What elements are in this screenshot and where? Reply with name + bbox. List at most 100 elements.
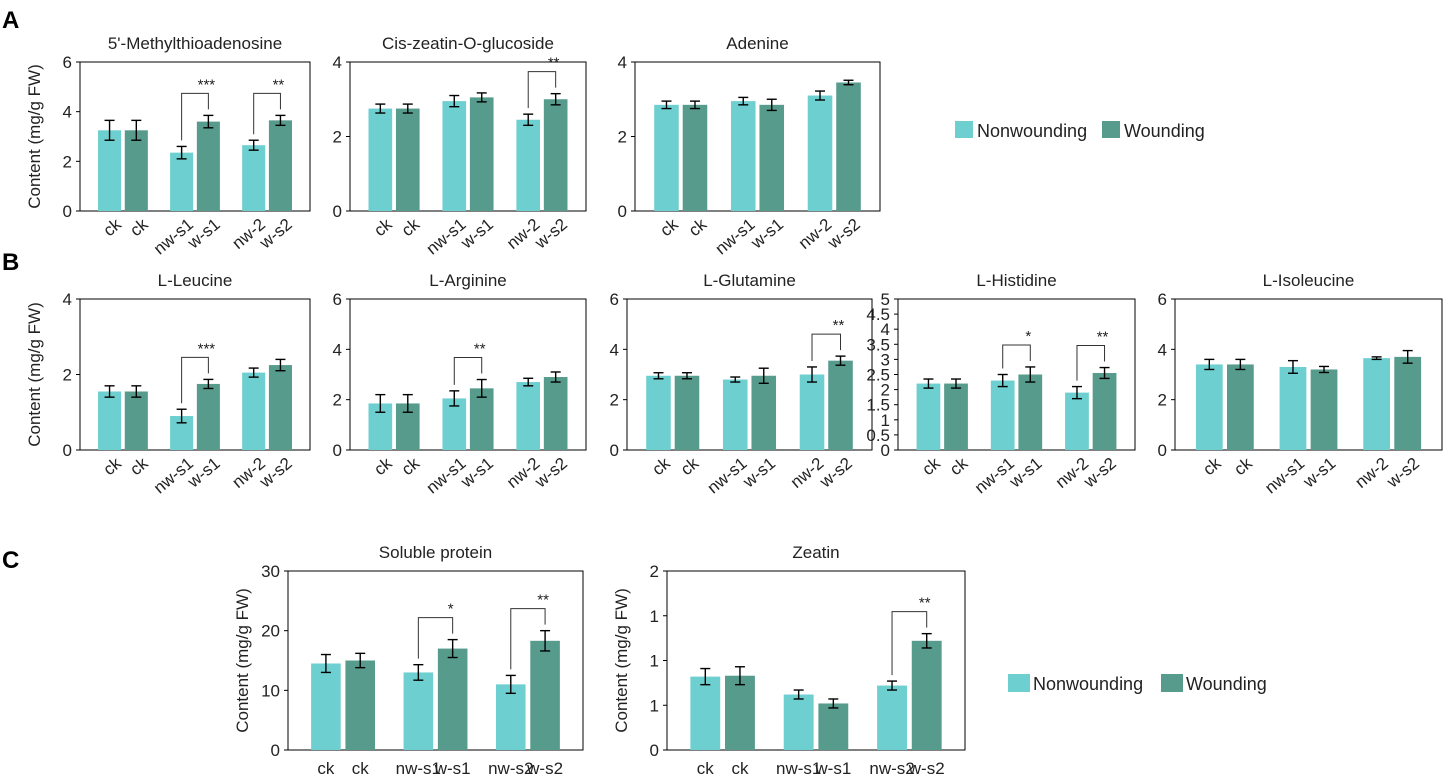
y-tick-label: 0: [610, 441, 619, 460]
x-tick-label: w-s2: [526, 759, 563, 778]
x-tick-label: w-s1: [747, 215, 787, 253]
x-tick-label: w-s1: [434, 759, 471, 778]
x-tick-label: ck: [100, 453, 126, 479]
x-tick-label: ck: [731, 759, 749, 778]
x-tick-label: ck: [126, 453, 152, 479]
significance-bracket: [891, 611, 928, 676]
significance-bracket: [453, 357, 483, 385]
y-tick-label: 2: [618, 128, 627, 147]
y-axis-label: Content (mg/g FW): [233, 588, 252, 733]
charts-layer: 5'-Methylthioadenosine Content (mg/g FW) 0…: [25, 34, 1443, 778]
significance-bracket: [181, 356, 209, 404]
x-tick-label: w-s2: [1079, 454, 1119, 492]
y-tick-label: 0: [271, 741, 280, 760]
bar-w-s2: [268, 365, 292, 450]
y-tick-label: 0: [1158, 441, 1167, 460]
significance-label: **: [833, 317, 845, 334]
x-tick-label: nw-s2: [488, 759, 533, 778]
bar-w-s1: [1018, 374, 1043, 450]
bar-nw-s1: [403, 672, 434, 750]
x-tick-label: ck: [370, 214, 396, 240]
y-tick-label: 2: [333, 391, 342, 410]
legend-c-swatch-wounding: [1161, 674, 1183, 692]
bar-w-s1: [751, 375, 777, 450]
chart-8: Soluble protein Content (mg/g FW) 0 10 20 30 c…: [233, 543, 584, 778]
x-tick-label: ck: [317, 759, 335, 778]
y-tick-label: 2: [650, 562, 659, 581]
bar-w-s1: [469, 388, 494, 450]
significance-label: **: [474, 341, 486, 358]
y-tick-label: 6: [610, 290, 619, 309]
x-tick-label: w-s1: [457, 454, 497, 492]
bar-nw-s1: [990, 380, 1015, 450]
y-tick-label: 4.5: [866, 305, 890, 324]
x-tick-label: ck: [100, 214, 126, 240]
y-tick-label: 0: [650, 741, 659, 760]
chart-title: Soluble protein: [379, 543, 492, 562]
x-tick-label: w-s2: [1382, 454, 1422, 492]
bar-ck: [1195, 364, 1223, 450]
y-axis-label: Content (mg/g FW): [25, 64, 44, 209]
x-tick-label: w-s2: [908, 759, 945, 778]
plot-frame: [79, 61, 311, 212]
y-tick-label: 1: [650, 607, 659, 626]
bar-ck: [944, 383, 968, 450]
y-tick-label: 0: [333, 202, 342, 221]
chart-title: L-Leucine: [158, 271, 233, 290]
bar-ck: [1226, 364, 1254, 450]
bar-ck: [311, 663, 341, 750]
significance-label: **: [548, 55, 560, 72]
y-tick-label: 0: [881, 441, 890, 460]
y-tick-label: 30: [261, 562, 280, 581]
bar-nw-s1: [730, 101, 756, 211]
x-tick-label: ck: [398, 453, 424, 479]
y-tick-label: 4: [63, 290, 72, 309]
x-tick-label: w-s1: [457, 215, 497, 253]
x-tick-label: w-s1: [1299, 454, 1339, 492]
plot-frame: [626, 298, 873, 451]
significance-label: **: [919, 595, 931, 612]
bar-w-s2: [268, 120, 292, 211]
legend-a-label-nonwounding: Nonwounding: [977, 121, 1087, 141]
significance-bracket: [1076, 345, 1106, 381]
bar-nw-2: [516, 382, 541, 450]
y-tick-label: 6: [333, 290, 342, 309]
bar-w-s1: [759, 104, 785, 211]
chart-title: Adenine: [726, 34, 788, 53]
bar-w-s1: [196, 121, 220, 211]
bar-nw-s1: [783, 694, 814, 750]
bar-ck: [690, 676, 721, 750]
x-tick-label: ck: [657, 214, 683, 240]
bar-nw-s1: [722, 379, 748, 450]
y-tick-label: 4: [881, 320, 890, 339]
bar-nw-2: [1065, 392, 1089, 450]
x-tick-label: w-s1: [739, 454, 779, 492]
bar-ck: [725, 675, 755, 750]
bar-w-s2: [530, 640, 560, 750]
bar-w-s2: [543, 99, 568, 211]
significance-bracket: [1002, 344, 1031, 369]
y-tick-label: 4: [333, 53, 342, 72]
plot-frame: [1174, 298, 1443, 451]
legend-a-swatch-nonwounding: [955, 121, 973, 138]
legend-c-label-nonwounding: Nonwounding: [1033, 674, 1143, 694]
y-tick-label: 4: [63, 103, 72, 122]
bar-ck: [368, 108, 393, 211]
plot-frame: [287, 570, 584, 751]
x-tick-label: nw-2: [1351, 454, 1391, 492]
y-tick-label: 0.5: [866, 426, 890, 445]
y-tick-label: 1: [650, 696, 659, 715]
bar-w-s2: [543, 377, 568, 450]
x-tick-label: w-s2: [823, 215, 863, 253]
x-tick-label: w-s2: [815, 454, 855, 492]
x-tick-label: ck: [685, 214, 711, 240]
significance-label: *: [1025, 328, 1031, 345]
significance-bracket: [181, 92, 209, 141]
y-tick-label: 4: [1158, 340, 1167, 359]
chart-title: 5'-Methylthioadenosine: [108, 34, 282, 53]
x-tick-label: ck: [919, 453, 945, 479]
